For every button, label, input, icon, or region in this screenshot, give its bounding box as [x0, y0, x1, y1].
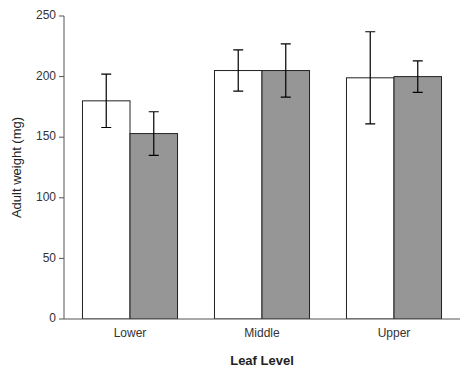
y-tick-label: 100 — [36, 190, 56, 204]
x-tick-label: Middle — [244, 326, 280, 340]
y-axis — [64, 16, 65, 319]
x-axis-label: Leaf Level — [230, 353, 294, 368]
y-tick — [59, 16, 64, 17]
error-bar — [101, 74, 111, 127]
bar — [214, 71, 262, 319]
error-bar — [413, 61, 423, 93]
bar — [82, 101, 130, 319]
error-bar — [281, 44, 291, 97]
error-bar — [149, 112, 159, 156]
y-tick — [59, 319, 64, 320]
chart: 0 50 100 150 200 250 Lower Middle Upper Leaf Leve… — [0, 0, 474, 379]
bars — [82, 32, 441, 319]
y-tick-label: 0 — [49, 311, 56, 325]
x-axis — [64, 319, 460, 320]
bar — [130, 134, 178, 319]
bar — [262, 71, 310, 319]
y-tick — [59, 197, 64, 198]
x-tick-label: Upper — [378, 326, 411, 340]
y-axis-label: Adult weight (mg) — [9, 117, 24, 218]
y-tick-label: 250 — [36, 8, 56, 22]
y-tick — [59, 137, 64, 138]
y-tick-label: 150 — [36, 129, 56, 143]
error-bar — [365, 32, 375, 124]
x-tick-label: Lower — [114, 326, 147, 340]
y-tick — [59, 258, 64, 259]
bar — [394, 77, 442, 319]
y-tick — [59, 76, 64, 77]
error-bar — [233, 50, 243, 91]
y-tick-label: 50 — [43, 251, 57, 265]
y-tick-label: 200 — [36, 69, 56, 83]
